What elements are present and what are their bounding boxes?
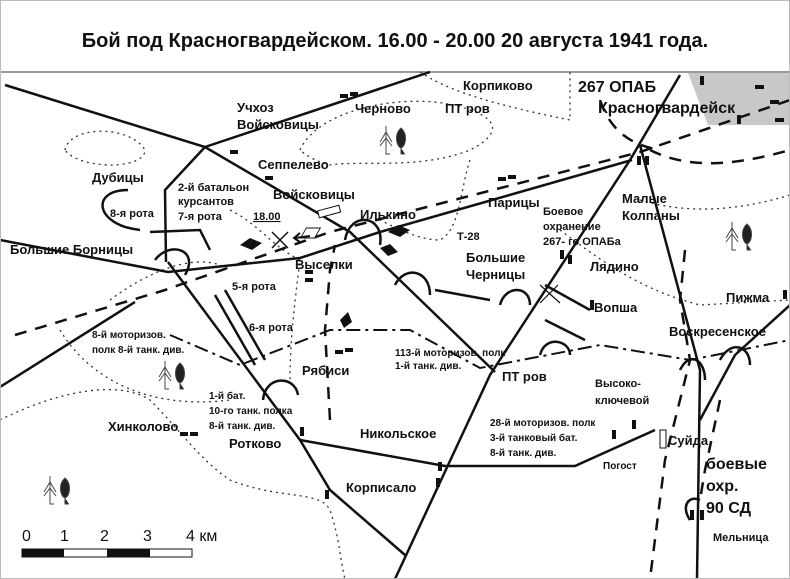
- forest-boundaries: [0, 71, 790, 579]
- place-labels: Корпиково Черново ПТ ров 267 ОПАБ Красно…: [10, 78, 770, 544]
- label-kursantov: курсантов: [178, 196, 234, 208]
- label-mp113: 113-й моторизов. полк: [395, 348, 506, 359]
- scale-bar: 0 1 2 3 4 км: [21, 528, 217, 558]
- label-korpikovo: Корпиково: [463, 78, 533, 93]
- label-klyuchevoi: ключевой: [595, 395, 649, 407]
- label-chernovo: Черново: [355, 101, 411, 116]
- label-time: 18.00: [253, 211, 281, 223]
- label-bat1-3: 8-й танк. див.: [209, 421, 276, 432]
- front-line: [14, 98, 790, 337]
- label-bolshie: Большие: [466, 250, 525, 265]
- label-malye: Малые: [622, 191, 667, 206]
- defense-positions: [101, 188, 752, 521]
- label-rota8: 8-я рота: [110, 208, 155, 220]
- label-mp113-2: 1-й танк. див.: [395, 361, 462, 372]
- label-bat1: 1-й бат.: [209, 390, 246, 402]
- arrow-icon: [292, 232, 311, 243]
- forest-icon: [158, 361, 185, 390]
- label-bat2: 2-й батальон: [178, 182, 249, 194]
- label-bat1-2: 10-го танк. полка: [209, 406, 293, 417]
- label-uchkhoz-2: Войсковицы: [237, 117, 319, 132]
- label-t28: Т-28: [457, 231, 480, 243]
- defense-line-90sd: [698, 399, 722, 501]
- label-vyselki: Выселки: [295, 257, 353, 272]
- label-rota6: 6-я рота: [249, 322, 294, 334]
- label-chernitsy: Черницы: [466, 267, 525, 282]
- label-khinkolovo: Хинколово: [108, 419, 178, 434]
- label-korpisalo: Корписало: [346, 480, 416, 495]
- label-pt-rov-south: ПТ ров: [502, 369, 547, 384]
- label-pizhma: Пижма: [726, 290, 770, 305]
- suida-bridge-icon: [659, 429, 667, 449]
- label-rotkovo: Ротково: [229, 436, 281, 451]
- label-dubitsy: Дубицы: [92, 170, 144, 185]
- unit-labels: 2-й батальон курсантов 7-я рота 8-я рота…: [92, 182, 767, 517]
- label-rota5: 5-я рота: [232, 281, 277, 293]
- label-mp28-3: 8-й танк. див.: [490, 448, 557, 459]
- scale-tick: 2: [100, 528, 109, 545]
- label-opab: 267 ОПАБ: [578, 79, 656, 96]
- front-line-east: [598, 99, 790, 165]
- forest-icons: [43, 126, 752, 505]
- label-mp8-2: полк 8-й танк. див.: [92, 345, 185, 356]
- label-sd90-3: 90 СД: [706, 500, 752, 517]
- label-rota7: 7-я рота: [178, 211, 223, 223]
- tank-icons: [240, 225, 410, 328]
- label-mp28: 28-й моторизов. полк: [490, 418, 596, 429]
- label-ryabisi: Рябиси: [302, 363, 349, 378]
- t28-tank-icon: [299, 227, 322, 239]
- scale-tick: 4 км: [186, 528, 217, 545]
- scale-tick: 1: [60, 528, 69, 545]
- forest-icon: [725, 222, 752, 251]
- city-buildings: [700, 76, 784, 124]
- roads: [0, 70, 790, 579]
- label-krasnogvardeisk: Красногвардейск: [598, 100, 736, 117]
- enemy-line: [169, 329, 790, 370]
- bridge-icon: [316, 204, 342, 219]
- label-suida: Суйда: [668, 433, 709, 448]
- label-boevoe: Боевое: [543, 206, 583, 218]
- label-nikolskoe: Никольское: [360, 426, 436, 441]
- crossed-out-icon: [271, 231, 289, 249]
- map-title: Бой под Красногвардейском. 16.00 - 20.00…: [82, 30, 708, 52]
- label-okhranenie: охранение: [543, 221, 601, 233]
- label-paritsy: Парицы: [488, 195, 540, 210]
- label-melnitsa: Мельница: [713, 532, 769, 544]
- city-area: [688, 73, 790, 125]
- village-icons: [180, 92, 787, 520]
- label-mp28-2: 3-й танковый бат.: [490, 432, 578, 444]
- label-opaba: 267- го ОПАБа: [543, 236, 622, 248]
- label-pt-rov-north: ПТ ров: [445, 101, 490, 116]
- label-mp8: 8-й моторизов.: [92, 330, 166, 341]
- label-seppelevo: Сеппелево: [258, 157, 329, 172]
- label-lyadino: Лядино: [590, 259, 639, 274]
- label-bolshie-bornitsy: Большие Борницы: [10, 242, 133, 257]
- defense-line-south: [648, 249, 692, 579]
- forest-icon: [379, 126, 406, 155]
- label-voiskovitsy: Войсковицы: [273, 187, 355, 202]
- label-vopsha: Вопша: [594, 300, 638, 315]
- label-pogost: Погост: [603, 461, 637, 472]
- label-voskresenskoe: Воскресенское: [669, 324, 766, 339]
- forest-icon: [43, 476, 70, 505]
- scale-tick: 0: [22, 528, 31, 545]
- attack-line: [323, 244, 337, 421]
- scale-tick: 3: [143, 528, 152, 545]
- label-vysoko: Высоко-: [595, 378, 641, 390]
- label-ilkino: Илькино: [360, 207, 416, 222]
- label-sd90: боевые: [706, 456, 767, 473]
- label-sd90-2: охр.: [706, 478, 739, 495]
- crossed-out-icon-2: [539, 284, 561, 304]
- label-kolpany: Колпаны: [622, 208, 680, 223]
- label-uchkhoz: Учхоз: [237, 100, 274, 115]
